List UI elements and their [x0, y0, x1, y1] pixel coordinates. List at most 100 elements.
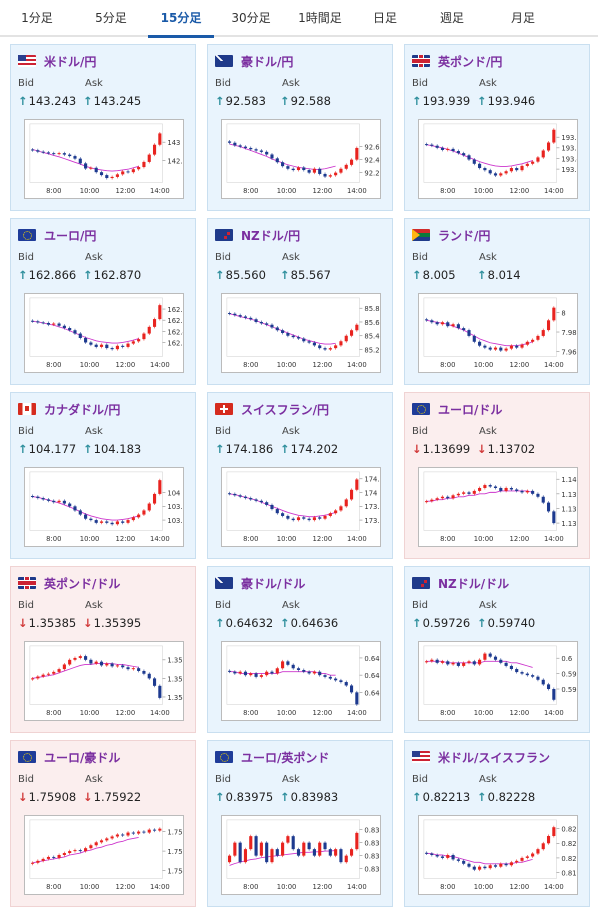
pair-title-link[interactable]: 米ドル/スイスフラン: [412, 750, 551, 765]
tab-3[interactable]: 15分足: [148, 0, 214, 38]
candle: [94, 661, 98, 664]
tab-7[interactable]: 週足: [439, 11, 464, 25]
pair-title[interactable]: ユーロ/豪ドル: [44, 750, 121, 765]
candle: [440, 322, 445, 325]
candlestick-chart[interactable]: 0.649 0.648 0.647 8:00 10:00 12:00 14:00: [221, 641, 381, 721]
candle: [270, 324, 274, 328]
pair-title[interactable]: 米ドル/円: [44, 54, 97, 69]
candlestick-chart[interactable]: 1.358 1.356 1.354 8:00 10:00 12:00 14:00: [24, 641, 184, 721]
pair-title-link[interactable]: カナダドル/円: [18, 402, 121, 417]
tab-4[interactable]: 30分足: [231, 11, 271, 25]
candlestick-chart[interactable]: 0.8398 0.8396 0.8394 0.8392 8:00 10:00 12:00 14…: [221, 815, 381, 895]
candle: [483, 866, 487, 869]
pair-title-link[interactable]: ユーロ/豪ドル: [18, 750, 121, 765]
candlestick-chart[interactable]: 85.8 85.6 85.4 85.2 8:00 10:00 12:00 14:00: [221, 293, 381, 373]
bid-label: Bid: [412, 426, 428, 437]
candle: [73, 850, 77, 852]
arrow-up-icon: ↑: [18, 94, 28, 108]
y-tick-label: 8: [561, 309, 565, 317]
candle: [541, 150, 545, 158]
tab-2[interactable]: 5分足: [95, 11, 127, 25]
candlestick-chart[interactable]: 162.8 162.6 162.4 162.2 8:00 10:00 12:00 14:00: [24, 293, 184, 373]
pair-title-link[interactable]: 豪ドル/円: [215, 54, 294, 69]
pair-title-link[interactable]: ユーロ/英ポンド: [215, 750, 330, 765]
candle: [57, 855, 61, 858]
candle: [435, 322, 439, 325]
pair-title-link[interactable]: ユーロ/ドル: [412, 402, 503, 417]
tab-6[interactable]: 日足: [372, 11, 397, 25]
pair-title[interactable]: 英ポンド/円: [438, 54, 503, 69]
candle: [46, 856, 51, 859]
candlestick-chart[interactable]: 104 103.8 103.6 8:00 10:00 12:00 14:00: [24, 467, 184, 547]
candle: [121, 521, 125, 523]
currency-card[interactable]: 米ドル/円BidAsk↑143.243↑143.245143142.58:001…: [10, 44, 196, 211]
plot-frame: [29, 123, 163, 183]
pair-title[interactable]: 英ポンド/ドル: [44, 576, 121, 591]
candle: [349, 685, 354, 693]
x-tick-label: 12:00: [116, 883, 136, 891]
currency-card[interactable]: ユーロ/ドルBidAsk↓1.13699↓1.137021.141.1391.1…: [404, 392, 590, 559]
pair-title-link[interactable]: NZドル/円: [215, 228, 301, 243]
candle: [328, 849, 332, 856]
candlestick-chart[interactable]: 8 7.98 7.96 8:00 10:00 12:00 14:00: [418, 293, 578, 373]
pair-title-link[interactable]: ユーロ/円: [18, 228, 97, 243]
pair-title-link[interactable]: 英ポンド/円: [412, 54, 503, 69]
tab-8[interactable]: 月足: [510, 11, 535, 25]
currency-card[interactable]: カナダドル/円BidAsk↑104.177↑104.183104103.8103…: [10, 392, 196, 559]
pair-title-link[interactable]: NZドル/ドル: [412, 576, 510, 591]
pair-title[interactable]: スイスフラン/円: [241, 402, 330, 417]
candlestick-chart[interactable]: 174.2 174 173.8 173.6 8:00 10:00 12:00 14:00: [221, 467, 381, 547]
candle: [499, 347, 503, 351]
tab-5[interactable]: 1時間足: [298, 11, 342, 25]
pair-title[interactable]: 豪ドル/円: [241, 54, 294, 69]
candle: [142, 510, 146, 515]
bid-value: ↑0.83975: [215, 790, 273, 804]
pair-title[interactable]: NZドル/ドル: [438, 576, 510, 591]
candlestick-chart[interactable]: 193.8 193.6 193.4 193.2 8:00 10:00 12:00 14:00: [418, 119, 578, 199]
currency-card[interactable]: スイスフラン/円BidAsk↑174.186↑174.202174.217417…: [207, 392, 393, 559]
candle: [131, 517, 135, 521]
pair-title-link[interactable]: ランド/円: [412, 228, 491, 243]
currency-card[interactable]: ユーロ/英ポンドBidAsk↑0.83975↑0.839830.83980.83…: [207, 740, 393, 907]
currency-card[interactable]: 豪ドル/円 Bid Ask ↑92.583 ↑92.588 92.6 92.4 92.2 8:0…: [207, 44, 393, 211]
moving-average-line: [426, 490, 533, 502]
candlestick-chart[interactable]: 0.822 0.821 0.82 0.819 8:00 10:00 12:00 14:00: [418, 815, 578, 895]
pair-title-link[interactable]: 英ポンド/ドル: [18, 576, 121, 591]
arrow-up-icon: ↑: [412, 268, 422, 282]
candle: [509, 168, 513, 172]
currency-card[interactable]: 米ドル/スイスフランBidAsk↑0.82213↑0.822280.8220.8…: [404, 740, 590, 907]
candlestick-chart[interactable]: 92.6 92.4 92.2 8:00 10:00 12:00 14:00: [221, 119, 381, 199]
pair-title[interactable]: 豪ドル/ドル: [241, 576, 306, 591]
currency-card[interactable]: 英ポンド/円BidAsk↑193.939↑193.946193.8193.619…: [404, 44, 590, 211]
candlestick-chart[interactable]: 1.758 1.756 1.754 8:00 10:00 12:00 14:00: [24, 815, 184, 895]
currency-card[interactable]: ユーロ/豪ドルBidAsk↓1.75908↓1.759221.7581.7561…: [10, 740, 196, 907]
pair-title[interactable]: ユーロ/ドル: [438, 402, 503, 417]
pair-title[interactable]: カナダドル/円: [44, 402, 121, 417]
pair-title[interactable]: ユーロ/英ポンド: [241, 750, 330, 765]
bid-value: ↑85.560: [215, 268, 266, 282]
pair-title[interactable]: ランド/円: [438, 228, 491, 243]
pair-title-link[interactable]: スイスフラン/円: [215, 402, 330, 417]
candle: [137, 831, 141, 834]
candle: [57, 669, 61, 672]
currency-card[interactable]: ランド/円 Bid Ask ↑8.005 ↑8.014 8 7.98 7.96 8:00 10:0…: [404, 218, 590, 385]
candlestick-chart[interactable]: 0.6 0.599 0.598 8:00 10:00 12:00 14:00: [418, 641, 578, 721]
candlestick-chart[interactable]: 1.14 1.139 1.138 1.137 8:00 10:00 12:00 14:00: [418, 467, 578, 547]
currency-card[interactable]: NZドル/円 Bid Ask ↑85.560 ↑85.567 85.8 85.6 85.4 85…: [207, 218, 393, 385]
tab-1[interactable]: 1分足: [21, 11, 53, 25]
candlestick-chart[interactable]: 143 142.5 8:00 10:00 12:00 14:00: [24, 119, 184, 199]
currency-card[interactable]: 英ポンド/ドルBidAsk↓1.35385↓1.353951.3581.3561…: [10, 566, 196, 733]
x-tick-label: 12:00: [510, 535, 530, 543]
pair-title[interactable]: 米ドル/スイスフラン: [438, 750, 551, 765]
arrow-down-icon: ↓: [477, 442, 487, 456]
pair-title-link[interactable]: 米ドル/円: [18, 54, 97, 69]
currency-card[interactable]: ユーロ/円BidAsk↑162.866↑162.870162.8162.6162…: [10, 218, 196, 385]
ask-price: 8.014: [487, 268, 521, 282]
pair-title[interactable]: NZドル/円: [241, 228, 301, 243]
pair-title-link[interactable]: 豪ドル/ドル: [215, 576, 306, 591]
currency-card[interactable]: NZドル/ドルBidAsk↑0.59726↑0.597400.60.5990.5…: [404, 566, 590, 733]
pair-title[interactable]: ユーロ/円: [44, 228, 97, 243]
currency-card[interactable]: 豪ドル/ドルBidAsk↑0.64632↑0.646360.6490.6480.…: [207, 566, 393, 733]
arrow-down-icon: ↓: [18, 790, 28, 804]
candle: [110, 663, 114, 667]
